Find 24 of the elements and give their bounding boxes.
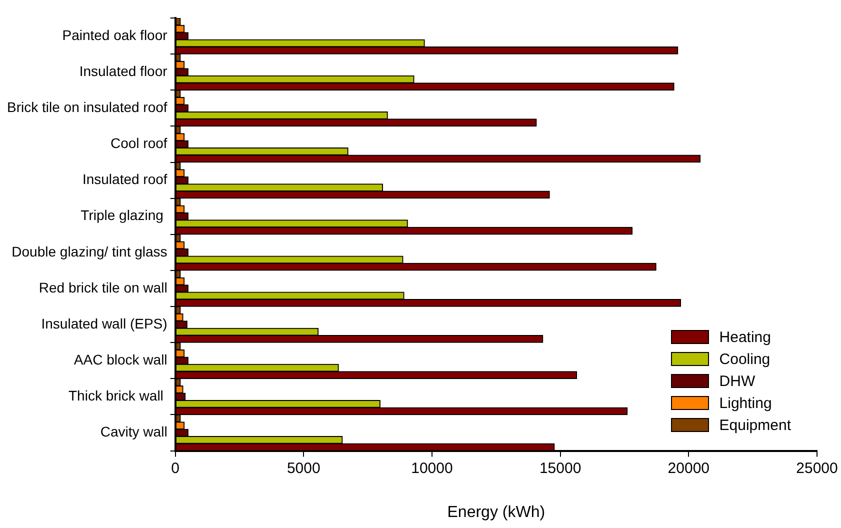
x-tick-label: 10000 — [411, 460, 453, 477]
y-tick-label: Insulated floor — [79, 62, 168, 79]
legend-label: Heating — [719, 328, 771, 346]
y-tick-label: Insulated roof — [82, 171, 168, 188]
y-tick-label: Painted oak floor — [62, 26, 168, 43]
y-tick-label: Cavity wall — [100, 424, 168, 440]
y-tick-label: AAC block wall — [74, 351, 168, 368]
x-axis-title: Energy (kWh) — [447, 504, 546, 521]
y-tick-label: Triple glazing — [80, 207, 168, 224]
legend-label: Lighting — [719, 394, 772, 412]
y-tick-label: Red brick tile on wall — [38, 279, 168, 296]
y-tick-label: Double glazing/ tint glass — [12, 243, 168, 260]
x-tick-label: 15000 — [539, 460, 582, 477]
legend-label: DHW — [719, 372, 756, 390]
y-tick-label: Insulated wall (EPS) — [41, 315, 168, 332]
y-tick-label: Cool roof — [110, 135, 168, 152]
y-tick-label: Thick brick wall — [68, 388, 168, 404]
x-tick-label: 25000 — [796, 460, 838, 477]
legend-label: Equipment — [719, 416, 791, 434]
x-tick-label: 20000 — [668, 460, 710, 477]
legend-label: Cooling — [719, 350, 770, 368]
y-tick-label: Brick tile on insulated roof — [6, 99, 168, 116]
x-tick-label: 0 — [171, 460, 180, 477]
x-tick-label: 5000 — [286, 460, 320, 477]
